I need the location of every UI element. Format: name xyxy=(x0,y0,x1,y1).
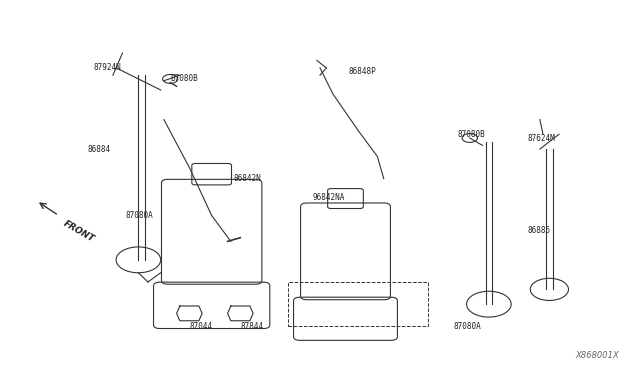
Bar xyxy=(288,282,428,326)
Text: 86848P: 86848P xyxy=(349,67,376,76)
Text: B7080B: B7080B xyxy=(170,74,198,83)
Text: 87080B: 87080B xyxy=(457,130,484,139)
Text: 87844: 87844 xyxy=(241,322,264,331)
Text: 87080A: 87080A xyxy=(454,322,481,331)
Text: 87044: 87044 xyxy=(189,322,212,331)
Text: 86842N: 86842N xyxy=(234,174,262,183)
Text: 96842NA: 96842NA xyxy=(312,193,345,202)
Text: 86884: 86884 xyxy=(88,145,111,154)
Text: 87924N: 87924N xyxy=(94,63,122,72)
Text: X868001X: X868001X xyxy=(576,350,620,359)
Text: 86885: 86885 xyxy=(527,226,550,235)
Text: 87624M: 87624M xyxy=(527,134,555,142)
Text: 87080A: 87080A xyxy=(125,211,154,220)
Text: FRONT: FRONT xyxy=(62,219,96,244)
